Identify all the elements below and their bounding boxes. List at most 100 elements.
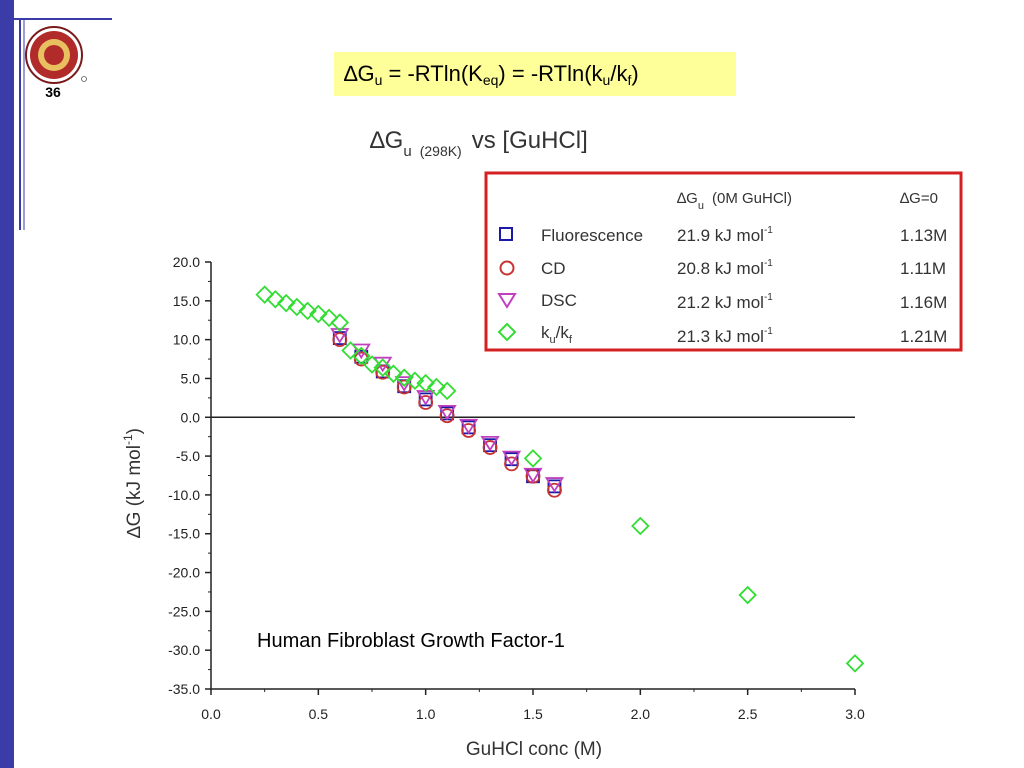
legend-entry-dg-sup: -1	[764, 225, 773, 236]
chart-title-rest: vs [GuHCl]	[472, 127, 588, 154]
header-eq1: = -RTln(K	[382, 61, 483, 86]
legend-entry-dg-value: 21.9 kJ mol	[677, 226, 764, 245]
ku-kf-point	[276, 293, 296, 313]
university-seal-logo	[25, 26, 87, 84]
cd-point	[353, 351, 369, 367]
ku-kf-point	[394, 368, 414, 387]
chart-title-main: ∆G	[370, 127, 403, 154]
chart-title-sub: u	[403, 143, 411, 160]
legend-marker-diamond	[497, 322, 517, 342]
ku-kf-point	[427, 377, 446, 397]
header-eq4: )	[631, 61, 639, 86]
legend-header-dg0: ∆G=0	[900, 190, 938, 207]
header-sub-eq: eq	[482, 72, 499, 88]
cd-point	[504, 456, 519, 472]
y-tick-label: -5.0	[176, 448, 200, 464]
legend-entry-dg: 20.8 kJ mol-1	[677, 258, 773, 278]
y-tick-label: 10.0	[173, 332, 200, 348]
legend-entry-name: ku/kf	[541, 323, 573, 346]
ku-kf-point	[845, 654, 865, 673]
ku-kf-point	[437, 381, 457, 401]
legend-entry-c0: 1.13M	[900, 226, 947, 245]
ku-kf-point	[738, 585, 757, 605]
chart-title: ∆Gu (298K) vs [GuHCl]	[370, 127, 588, 160]
ku-kf-point	[384, 364, 403, 384]
header-delta: ∆	[344, 61, 358, 86]
y-tick-label: -25.0	[168, 603, 200, 619]
header-eq3: /k	[610, 61, 628, 86]
ku-kf-point	[362, 355, 382, 374]
y-tick-label: -30.0	[168, 642, 200, 658]
legend-entry-name-sub1: u	[550, 334, 556, 346]
x-tick-label: 2.0	[631, 706, 651, 722]
cd-point	[375, 364, 391, 380]
ku-kf-point	[330, 313, 350, 332]
axis-ticks: 0.0 0.5 1.0 1.5 2.0 2.5 3.020.015.010.05.00.0-…	[168, 254, 865, 722]
cd-point	[482, 440, 498, 455]
y-tick-label: 15.0	[173, 293, 200, 309]
y-tick-label: -35.0	[168, 681, 200, 697]
chart-title-temp: (298K)	[420, 143, 462, 159]
cd-point	[439, 408, 455, 424]
ku-kf-point	[416, 373, 435, 393]
slide-number: 36	[45, 84, 61, 100]
x-tick-label: 3.0	[845, 706, 865, 722]
data-markers	[255, 285, 865, 673]
legend-header-dg-rest: (0M GuHCl)	[712, 190, 792, 207]
ku-kf-point	[351, 346, 371, 366]
ku-kf-point	[341, 341, 360, 360]
legend-frame	[484, 171, 963, 352]
x-tick-label: 2.5	[738, 706, 758, 722]
legend-header-dg-main: ∆G	[677, 190, 698, 207]
legend-entry-name: CD	[541, 259, 566, 278]
y-axis-title-prefix: ∆G (kJ mol	[124, 445, 145, 538]
legend-entry-c0: 1.16M	[900, 293, 947, 312]
x-tick-label: 0.5	[309, 706, 329, 722]
legend-entry-dg-sup: -1	[764, 292, 773, 303]
cd-point	[418, 395, 434, 410]
header-sub-u2: u	[602, 72, 611, 88]
y-axis-title: ∆G (kJ mol-1)	[121, 428, 145, 538]
legend-entry-dg: 21.3 kJ mol-1	[677, 326, 773, 346]
ku-kf-point	[255, 285, 274, 304]
cd-point	[547, 482, 562, 498]
legend-header-dg: ∆Gu (0M GuHCl)	[677, 190, 792, 212]
cd-point	[396, 379, 412, 395]
y-axis-title-suffix: )	[124, 428, 145, 434]
header-formula: ∆Gu = -RTln(Keq) = -RTln(ku/kf)	[334, 52, 736, 96]
legend-entry-name-k: k	[541, 323, 550, 342]
x-tick-label: 0.0	[201, 706, 221, 722]
dsc-point	[544, 477, 565, 493]
ku-kf-point	[405, 371, 425, 391]
cd-point	[461, 423, 477, 438]
y-tick-label: 20.0	[173, 254, 200, 270]
legend-marker-square	[499, 227, 513, 241]
ku-kf-point	[309, 304, 328, 324]
legend-marker-triangle	[497, 293, 517, 309]
legend-entry-dg-sup: -1	[764, 258, 773, 269]
legend-entry-dg-sup: -1	[764, 326, 773, 337]
ku-kf-point	[631, 516, 650, 536]
legend: ∆Gu (0M GuHCl) ∆G=0 Fluorescence 21.9 kJ …	[484, 171, 963, 352]
y-tick-label: 5.0	[181, 370, 201, 386]
legend-entry-dg-value: 21.2 kJ mol	[677, 293, 764, 312]
legend-header-dg-sub: u	[698, 200, 704, 212]
legend-entry-name: DSC	[541, 291, 577, 310]
dsc-point	[330, 328, 350, 344]
sidebar-band	[0, 0, 14, 768]
y-tick-label: 0.0	[181, 409, 201, 425]
ku-kf-point	[266, 289, 285, 309]
y-axis-title-sup: -1	[121, 434, 135, 445]
header-sub-u: u	[374, 72, 383, 88]
y-tick-label: -10.0	[168, 487, 200, 503]
legend-entry-dg: 21.9 kJ mol-1	[677, 225, 773, 245]
legend-marker-circle	[499, 260, 515, 276]
dsc-point	[523, 467, 543, 484]
legend-entry-c0: 1.11M	[900, 259, 946, 278]
dsc-point	[394, 376, 414, 392]
cd-point	[332, 332, 348, 348]
legend-entry-name-mid: /k	[556, 323, 570, 342]
dsc-point	[437, 404, 457, 421]
